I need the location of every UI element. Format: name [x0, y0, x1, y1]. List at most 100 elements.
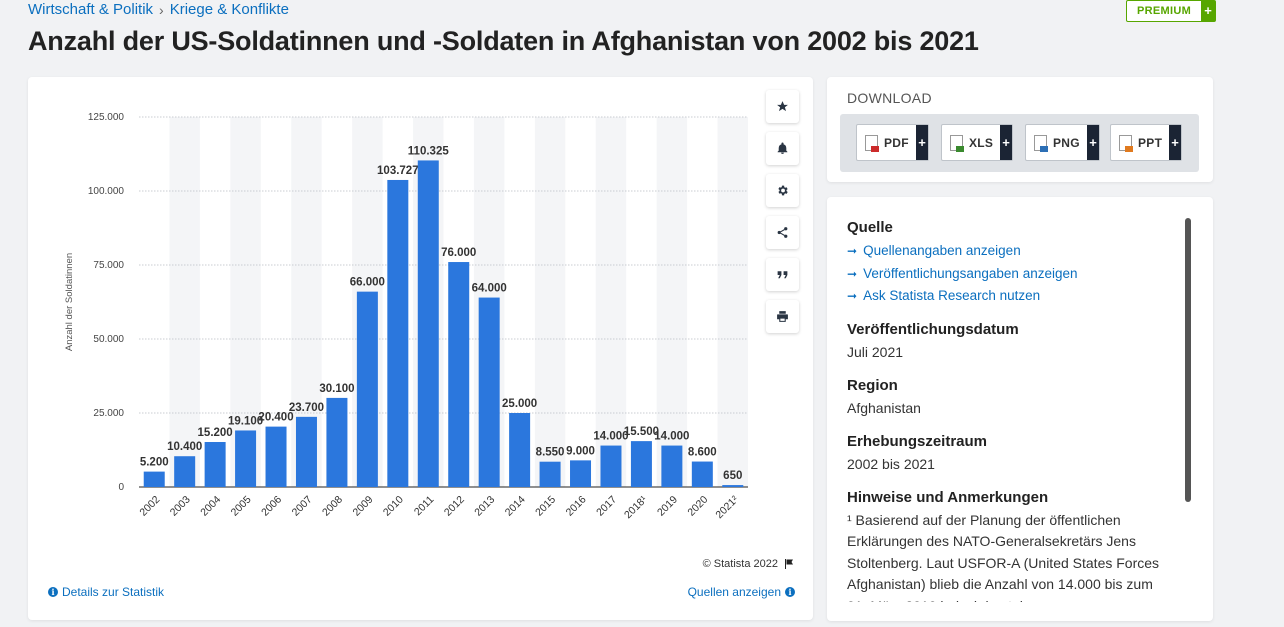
print-icon [777, 311, 788, 322]
x-tick-label: 2003 [168, 494, 193, 519]
details-link[interactable]: i Details zur Statistik [48, 585, 164, 599]
x-tick-label: 2018¹ [622, 493, 650, 521]
period-value: 2002 bis 2021 [847, 455, 935, 472]
settings-button[interactable] [766, 174, 799, 207]
notes-text: ¹ Basierend auf der Planung der öffentli… [847, 511, 1160, 603]
source-link-quellenangaben[interactable]: ➞ Quellenangaben anzeigen [847, 243, 1021, 258]
bar [478, 297, 500, 487]
flag-icon[interactable] [783, 558, 795, 570]
bar [509, 413, 531, 487]
x-tick-label: 2014 [503, 494, 528, 519]
scrollbar-thumb[interactable] [1185, 218, 1191, 502]
cite-button[interactable] [766, 258, 799, 291]
x-tick-label: 2020 [685, 494, 710, 519]
details-link-label: Details zur Statistik [62, 585, 165, 599]
bar [691, 461, 713, 487]
bar [235, 430, 257, 487]
data-label: 650 [723, 470, 742, 482]
bar [295, 416, 317, 487]
data-label: 19.100 [228, 415, 263, 427]
plus-icon: + [916, 125, 928, 160]
x-tick-label: 2007 [290, 494, 315, 519]
bar-chart: 0 25.000 50.000 75.000 100.000 125.000 Anzahl … [64, 112, 748, 521]
y-tick-label: 125.000 [88, 112, 125, 123]
scrollbar[interactable] [1185, 218, 1191, 602]
data-label: 15.500 [624, 426, 659, 438]
data-label: 10.400 [167, 441, 202, 453]
bar [387, 179, 409, 487]
source-link-research[interactable]: ➞ Ask Statista Research nutzen [847, 288, 1041, 303]
download-ppt-label: PPT [1138, 135, 1163, 150]
gear-icon [778, 185, 788, 196]
arrow-right-icon: ➞ [847, 289, 858, 303]
quote-icon [777, 271, 788, 279]
plus-icon: + [1087, 125, 1099, 160]
bar [600, 445, 622, 487]
download-ppt-button[interactable]: PPT + [1110, 124, 1182, 161]
column-band [656, 117, 688, 487]
copyright-notice: © Statista 2022 [703, 558, 795, 570]
chart-card: 0 25.000 50.000 75.000 100.000 125.000 Anzahl … [28, 77, 813, 620]
x-tick-label: 2002 [137, 494, 162, 519]
sources-link[interactable]: Quellen anzeigen i [688, 585, 795, 599]
info-scroll-area[interactable]: Quelle ➞ Quellenangaben anzeigen ➞ Veröffe… [847, 219, 1167, 602]
bar [174, 456, 196, 487]
region-title: Region [847, 376, 898, 394]
data-label: 66.000 [350, 277, 385, 289]
download-pdf-button[interactable]: PDF + [856, 124, 929, 161]
notes-title: Hinweise und Anmerkungen [847, 488, 1049, 506]
bar [570, 460, 592, 487]
column-band [230, 117, 261, 487]
breadcrumb-kriege-konflikte[interactable]: Kriege & Konflikte [169, 1, 289, 18]
data-label: 8.550 [536, 447, 565, 459]
data-label: 30.100 [319, 383, 354, 395]
page-title: Anzahl der US-Soldatinnen und -Soldaten … [28, 26, 979, 56]
x-tick-label: 2019 [655, 494, 680, 519]
download-title: DOWNLOAD [847, 90, 932, 106]
data-label: 64.000 [472, 283, 507, 295]
download-pdf-label: PDF [884, 135, 909, 150]
y-axis-title: Anzahl der Soldatinnen [64, 253, 75, 351]
arrow-right-icon: ➞ [847, 266, 858, 281]
breadcrumb-wirtschaft-politik[interactable]: Wirtschaft & Politik [28, 1, 154, 18]
period-title: Erhebungszeitraum [847, 432, 988, 450]
data-label: 15.200 [198, 427, 233, 439]
y-tick-label: 50.000 [93, 334, 124, 345]
share-button[interactable] [766, 216, 799, 249]
x-tick-label: 2008 [320, 494, 345, 519]
download-xls-button[interactable]: XLS + [941, 124, 1013, 161]
bar [265, 426, 287, 487]
data-label: 8.600 [688, 447, 717, 459]
sources-link-label: Quellen anzeigen [687, 585, 781, 599]
download-buttons: PDF + XLS + PNG + PPT + [840, 114, 1199, 172]
arrow-right-icon: ➞ [847, 244, 858, 258]
download-png-button[interactable]: PNG + [1025, 124, 1100, 161]
pdf-file-icon [865, 134, 879, 152]
x-tick-label: 2006 [259, 494, 284, 519]
y-tick-label: 75.000 [93, 260, 124, 271]
data-label: 23.700 [289, 402, 324, 414]
info-icon: i [48, 587, 58, 597]
x-tick-label: 2011 [412, 494, 437, 519]
x-tick-label: 2004 [198, 494, 223, 519]
source-link-veroeffentlichung[interactable]: ➞ Veröffentlichungsangaben anzeigen [847, 265, 1078, 281]
breadcrumb-separator: › [159, 1, 164, 18]
favorite-button[interactable] [766, 90, 799, 123]
premium-badge[interactable]: PREMIUM + [1126, 0, 1217, 22]
notification-button[interactable] [766, 132, 799, 165]
bar [204, 442, 226, 487]
data-label: 20.400 [258, 412, 293, 424]
print-button[interactable] [766, 300, 799, 333]
plus-icon: + [1169, 125, 1181, 160]
x-tick-label: 2016 [564, 494, 589, 519]
download-card: DOWNLOAD PDF + XLS + PNG + PPT + [827, 77, 1213, 182]
x-tick-label: 2017 [594, 494, 619, 519]
bar [722, 485, 744, 487]
data-label: 110.325 [408, 145, 450, 157]
bar [356, 291, 378, 487]
info-icon: i [785, 587, 795, 597]
x-tick-label: 2015 [533, 494, 558, 519]
column-band [717, 117, 748, 487]
bar [448, 262, 470, 487]
pubdate-title: Veröffentlichungsdatum [847, 320, 1019, 338]
